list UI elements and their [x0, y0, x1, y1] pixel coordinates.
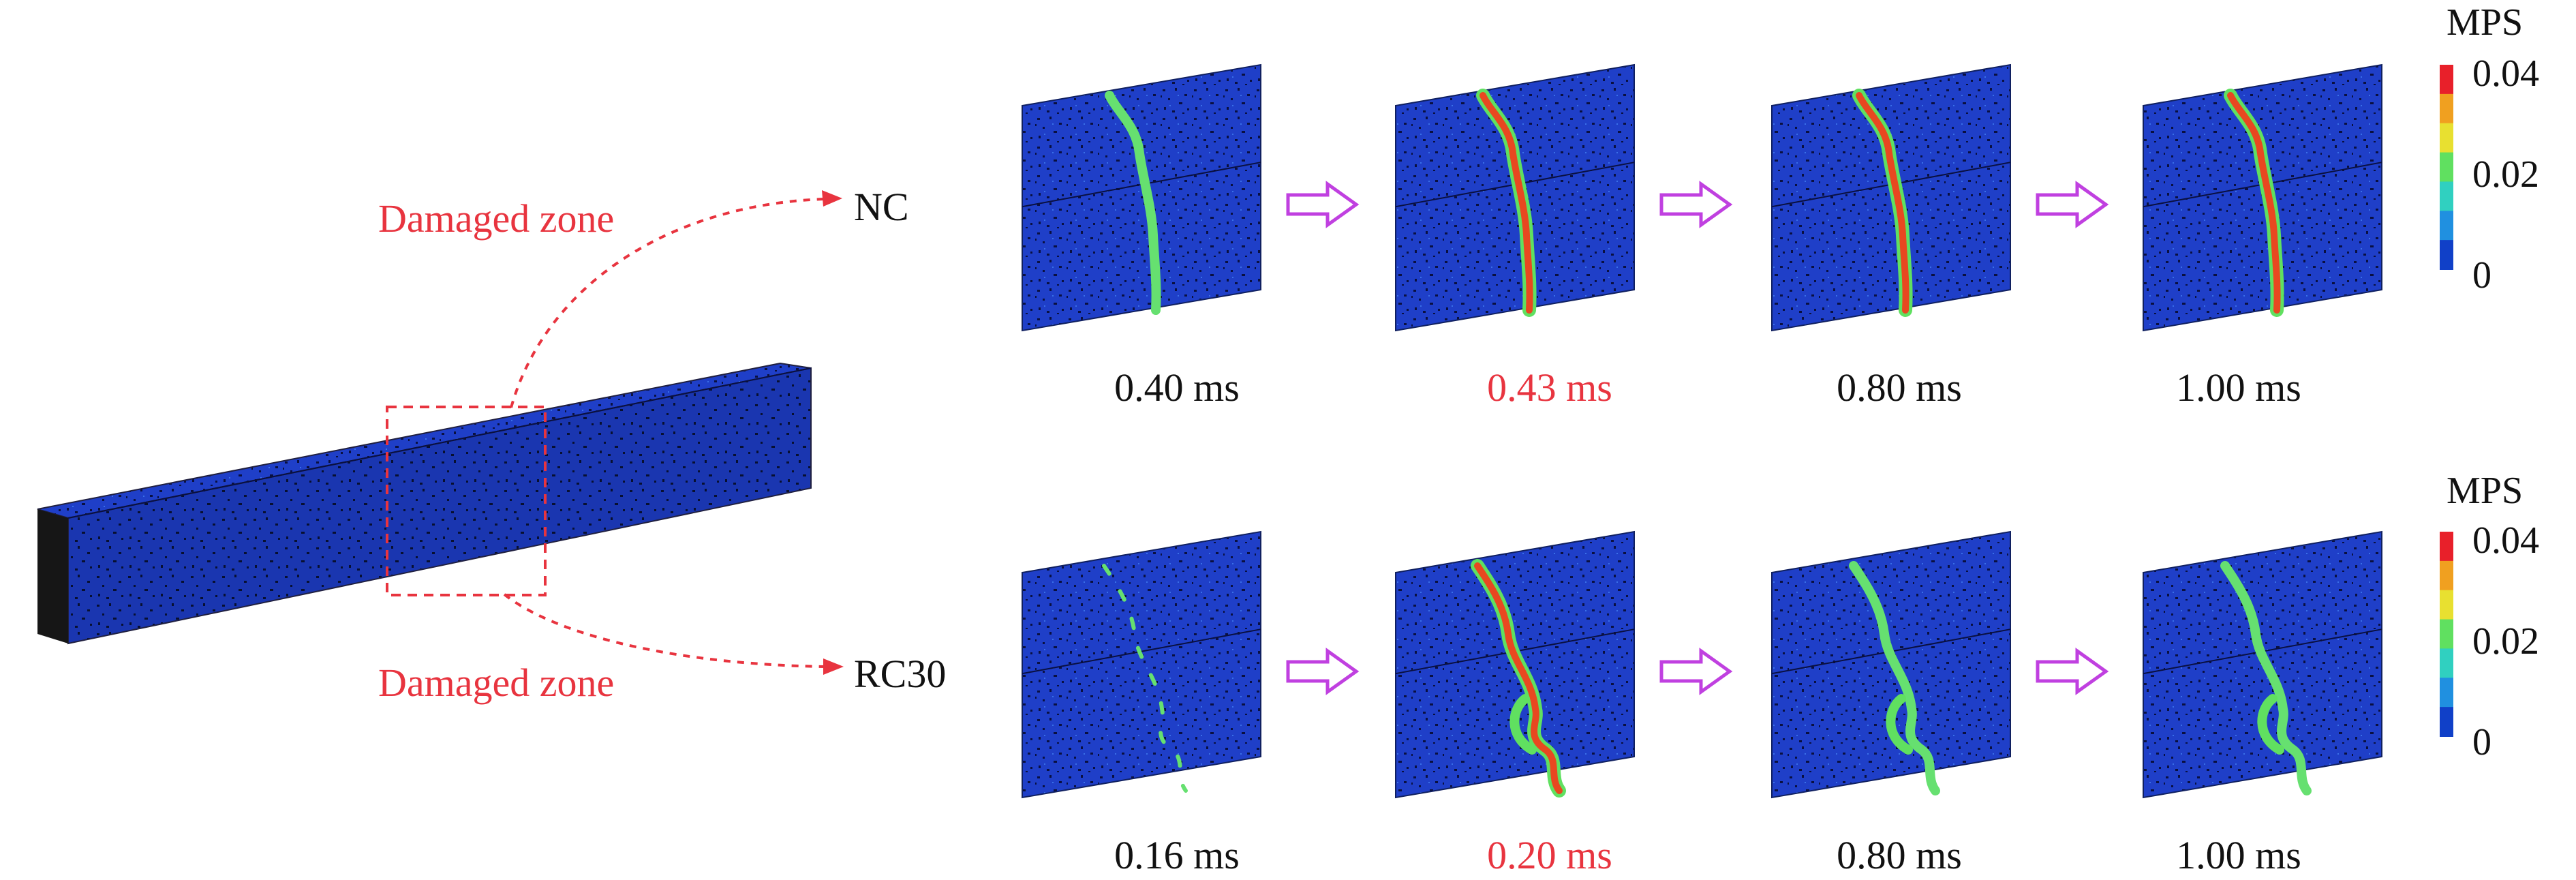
damaged-zone-label-bottom: Damaged zone	[378, 661, 615, 705]
colorbar-segment	[2440, 93, 2453, 124]
crack-core	[1849, 561, 1940, 795]
colorbar	[2440, 65, 2453, 270]
sim-panel	[1022, 63, 1261, 332]
progression-arrow	[2036, 181, 2109, 228]
colorbar-segment	[2440, 707, 2453, 737]
crack	[2220, 561, 2312, 795]
crack	[1102, 564, 1188, 793]
beam-edge-line	[67, 367, 812, 519]
colorbar-title: MPS	[2447, 470, 2524, 512]
panel-face	[1022, 530, 1261, 799]
colorbar-segment	[2440, 678, 2453, 708]
colorbar-segment	[2440, 123, 2453, 153]
progression-arrow	[1286, 181, 1360, 228]
beam-3d	[37, 362, 812, 645]
time-label: 0.43 ms	[1487, 365, 1612, 410]
sim-panel	[1771, 63, 2011, 332]
sim-panel	[1022, 530, 1261, 799]
progression-arrow	[1286, 648, 1360, 695]
arrow-shape	[2036, 648, 2109, 695]
arrow-shape	[1286, 648, 1360, 695]
colorbar-tick: 0.04	[2472, 519, 2539, 562]
sim-panel	[1395, 530, 1635, 799]
arrow-shape	[2036, 181, 2109, 228]
colorbar-tick: 0.02	[2472, 153, 2539, 196]
time-label: 0.20 ms	[1487, 833, 1612, 877]
panel-face	[1022, 63, 1261, 332]
crack	[1476, 89, 1537, 317]
arrow-shape	[1659, 648, 1733, 695]
crack-branch	[2257, 694, 2284, 755]
colorbar-title: MPS	[2447, 1, 2524, 44]
material-label-rc30: RC30	[854, 652, 947, 696]
crack	[1471, 559, 1566, 798]
crack-core	[1856, 92, 1910, 314]
progression-arrows	[1286, 181, 2109, 695]
colorbar-segment	[2440, 590, 2453, 620]
damaged-zone-box	[386, 406, 547, 596]
beam-end-face	[37, 509, 68, 643]
simulation-panels	[1022, 63, 2382, 799]
colorbar-segment	[2440, 619, 2453, 650]
crack-core	[1479, 92, 1533, 314]
time-label: 0.16 ms	[1114, 833, 1240, 877]
sim-panel	[1395, 63, 1635, 332]
crack-core	[1105, 91, 1161, 315]
colorbar	[2440, 532, 2453, 737]
connector-to-rc30-arrowhead	[823, 658, 844, 675]
crack-core	[2220, 561, 2312, 795]
colorbar-segment	[2440, 181, 2453, 212]
colorbar-segment	[2440, 560, 2453, 591]
colorbar-segment	[2440, 211, 2453, 241]
crack	[1849, 561, 1940, 795]
colorbar-segment	[2440, 532, 2453, 562]
colorbar-tick: 0	[2472, 721, 2491, 763]
crack	[2224, 89, 2284, 317]
colorbars	[2440, 65, 2453, 737]
colorbar-segment	[2440, 648, 2453, 679]
crack-branch	[1886, 694, 1913, 755]
time-label: 1.00 ms	[2176, 833, 2301, 877]
connector-to-rc30	[503, 593, 827, 668]
colorbar-segment	[2440, 65, 2453, 95]
arrow-shape	[1286, 181, 1360, 228]
progression-arrow	[1659, 181, 1733, 228]
crack	[1105, 91, 1161, 315]
colorbar-tick: 0	[2472, 254, 2491, 297]
colorbar-tick: 0.04	[2472, 52, 2539, 95]
damaged-zone-label-top: Damaged zone	[378, 196, 615, 241]
sim-panel	[2143, 63, 2382, 332]
crack-core	[1102, 564, 1188, 793]
colorbar-segment	[2440, 240, 2453, 270]
crack-branch	[1509, 694, 1537, 755]
time-label: 0.80 ms	[1837, 365, 1962, 410]
crack-core	[1474, 562, 1563, 794]
progression-arrow	[1659, 648, 1733, 695]
damaged-zone-markers	[386, 190, 844, 675]
progression-arrow	[2036, 648, 2109, 695]
arrow-shape	[1659, 181, 1733, 228]
colorbar-segment	[2440, 152, 2453, 183]
crack	[1852, 89, 1913, 317]
beam-front-face	[67, 367, 812, 645]
sim-panel	[1771, 530, 2011, 799]
connector-to-nc-arrowhead	[822, 190, 842, 207]
time-label: 0.40 ms	[1114, 365, 1240, 410]
colorbar-tick: 0.02	[2472, 620, 2539, 663]
material-label-nc: NC	[854, 185, 909, 229]
sim-panel	[2143, 530, 2382, 799]
time-label: 1.00 ms	[2176, 365, 2301, 410]
crack-core	[2227, 92, 2281, 314]
time-label: 0.80 ms	[1837, 833, 1962, 877]
